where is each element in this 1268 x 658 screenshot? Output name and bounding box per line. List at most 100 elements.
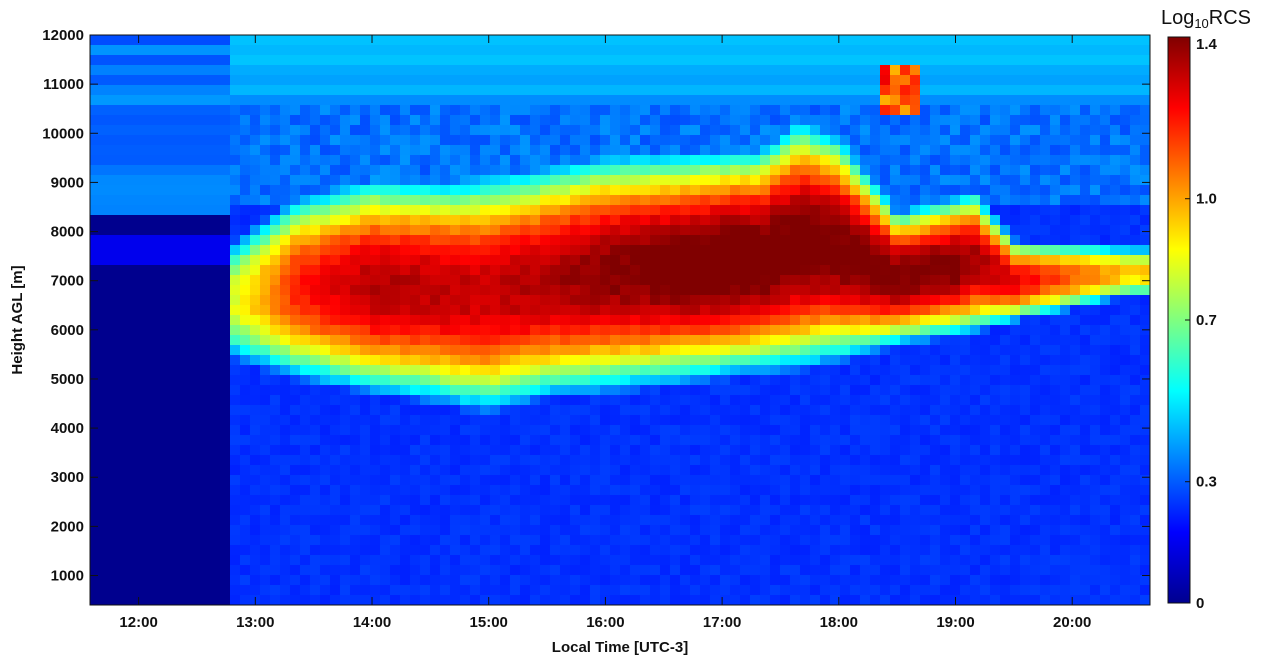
- heat-cell: [280, 215, 291, 226]
- heat-cell: [860, 435, 871, 446]
- heat-cell: [500, 575, 511, 586]
- heat-cell: [190, 465, 201, 476]
- heat-cell: [660, 475, 671, 486]
- heat-cell: [860, 235, 871, 246]
- heat-cell: [220, 555, 231, 566]
- heat-cell: [560, 215, 571, 226]
- heat-cell: [910, 595, 921, 606]
- heat-cell: [660, 415, 671, 426]
- heat-cell: [640, 195, 651, 206]
- heat-cell: [750, 475, 761, 486]
- heat-cell: [460, 255, 471, 266]
- heat-cell: [470, 135, 481, 146]
- heat-cell: [300, 365, 311, 376]
- heat-cell: [280, 275, 291, 286]
- heat-cell: [900, 395, 911, 406]
- heat-cell: [660, 565, 671, 576]
- heat-cell: [730, 575, 741, 586]
- heat-cell: [240, 275, 251, 286]
- heat-cell: [810, 535, 821, 546]
- heat-cell: [230, 435, 241, 446]
- heat-cell: [390, 545, 401, 556]
- heat-cell: [180, 205, 191, 216]
- heat-cell: [340, 555, 351, 566]
- heat-cell: [220, 455, 231, 466]
- heat-cell: [400, 315, 411, 326]
- heat-cell: [480, 325, 491, 336]
- heat-cell: [570, 565, 581, 576]
- heat-cell: [800, 385, 811, 396]
- heat-cell: [900, 245, 911, 256]
- heat-cell: [260, 115, 271, 126]
- heat-cell: [220, 145, 231, 156]
- heat-cell: [100, 105, 111, 116]
- heat-cell: [830, 485, 841, 496]
- heat-cell: [840, 495, 851, 506]
- heat-cell: [810, 575, 821, 586]
- heat-cell: [770, 455, 781, 466]
- heat-cell: [680, 515, 691, 526]
- heat-cell: [420, 125, 431, 136]
- heat-cell: [860, 525, 871, 536]
- heat-cell: [640, 35, 651, 46]
- heat-cell: [600, 575, 611, 586]
- heat-cell: [800, 275, 811, 286]
- heat-cell: [850, 185, 861, 196]
- heat-cell: [340, 75, 351, 86]
- heat-cell: [790, 245, 801, 256]
- heat-cell: [850, 55, 861, 66]
- heat-cell: [770, 365, 781, 376]
- heat-cell: [740, 75, 751, 86]
- heat-cell: [790, 225, 801, 236]
- heat-cell: [250, 95, 261, 106]
- heat-cell: [820, 125, 831, 136]
- heat-cell: [470, 595, 481, 606]
- heat-cell: [240, 465, 251, 476]
- heat-cell: [650, 285, 661, 296]
- heat-cell: [910, 375, 921, 386]
- heat-cell: [700, 545, 711, 556]
- heat-cell: [590, 155, 601, 166]
- heat-cell: [180, 575, 191, 586]
- heat-cell: [140, 355, 151, 366]
- heat-cell: [900, 215, 911, 226]
- heat-cell: [640, 525, 651, 536]
- heat-cell: [840, 525, 851, 536]
- heat-cell: [290, 375, 301, 386]
- heat-cell: [930, 445, 941, 456]
- heat-cell: [100, 245, 111, 256]
- heat-cell: [740, 405, 751, 416]
- heat-cell: [620, 525, 631, 536]
- heat-cell: [300, 35, 311, 46]
- heat-cell: [90, 165, 101, 176]
- heat-cell: [810, 245, 821, 256]
- heat-cell: [290, 165, 301, 176]
- heat-cell: [890, 465, 901, 476]
- heat-cell: [670, 165, 681, 176]
- heat-cell: [220, 465, 231, 476]
- heat-cell: [860, 455, 871, 466]
- heat-cell: [250, 375, 261, 386]
- heat-cell: [130, 245, 141, 256]
- heat-cell: [150, 415, 161, 426]
- heat-cell: [240, 535, 251, 546]
- heat-cell: [800, 515, 811, 526]
- heat-cell: [220, 105, 231, 116]
- heat-cell: [320, 75, 331, 86]
- heat-cell: [200, 285, 211, 296]
- heat-cell: [860, 465, 871, 476]
- heat-cell: [370, 455, 381, 466]
- heat-cell: [380, 415, 391, 426]
- heat-cell: [340, 435, 351, 446]
- heat-cell: [690, 135, 701, 146]
- heat-cell: [880, 245, 891, 256]
- heat-cell: [350, 215, 361, 226]
- heat-cell: [450, 255, 461, 266]
- heat-cell: [840, 245, 851, 256]
- heat-cell: [430, 295, 441, 306]
- heat-cell: [580, 215, 591, 226]
- heat-cell: [420, 525, 431, 536]
- heat-cell: [360, 245, 371, 256]
- heat-cell: [340, 585, 351, 596]
- heat-cell: [160, 355, 171, 366]
